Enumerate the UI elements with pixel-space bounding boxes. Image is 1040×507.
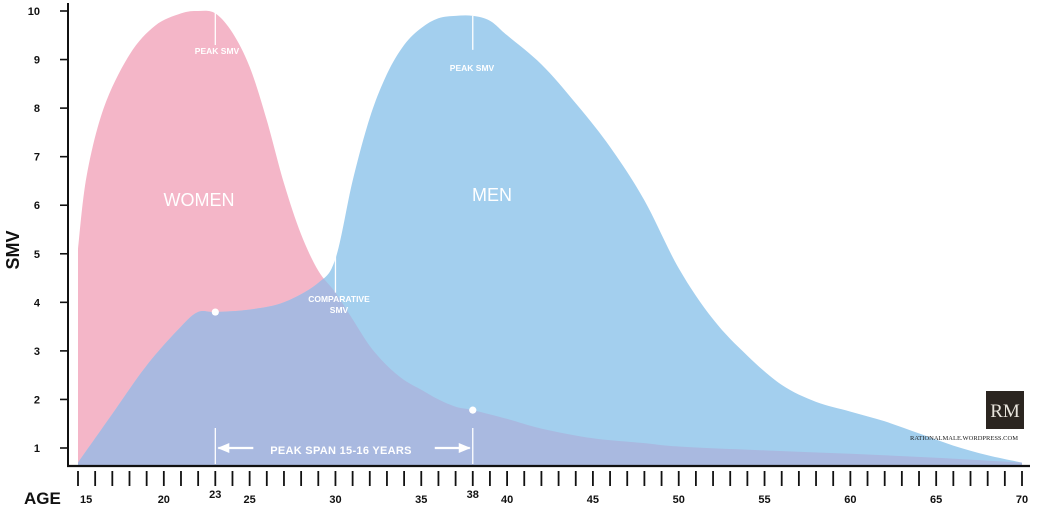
y-tick-label-5: 5 [34,249,40,261]
watermark: RM RATIONALMALE.WORDPRESS.COM [910,391,1024,442]
peak-label-women: PEAK SMV [195,46,240,56]
women-label: WOMEN [164,190,235,210]
x-axis-title: AGE [24,489,61,507]
x-tick-label-38: 38 [467,489,479,501]
comparative-label-line2: SMV [330,305,349,315]
x-tick-label-15: 15 [80,494,92,506]
span-label: PEAK SPAN 15-16 YEARS [270,445,412,457]
watermark-logo: RM [990,401,1020,422]
y-tick-label-1: 1 [34,443,40,455]
x-tick-label-30: 30 [329,494,341,506]
y-tick-label-10: 10 [28,6,40,18]
marker-1 [211,308,219,316]
x-tick-label-70: 70 [1016,494,1028,506]
y-tick-label-4: 4 [34,297,41,309]
chart-overlays [211,11,477,464]
y-axis-title: SMV [3,230,23,269]
marker-2 [469,406,477,414]
y-tick-label-2: 2 [34,394,40,406]
x-tick-label-40: 40 [501,494,513,506]
peak-label-men: PEAK SMV [450,63,495,73]
span-arrow-right-head [458,443,471,453]
chart-areas [78,10,1022,466]
x-tick-label-35: 35 [415,494,427,506]
x-tick-label-25: 25 [244,494,256,506]
x-tick-label-50: 50 [673,494,685,506]
x-tick-label-20: 20 [158,494,170,506]
y-tick-label-9: 9 [34,55,40,67]
x-tick-label-45: 45 [587,494,599,506]
x-tick-label-23: 23 [209,489,221,501]
y-tick-label-7: 7 [34,152,40,164]
y-tick-label-3: 3 [34,346,40,358]
x-tick-label-60: 60 [844,494,856,506]
y-tick-label-8: 8 [34,103,40,115]
watermark-site: RATIONALMALE.WORDPRESS.COM [910,435,1018,442]
watermark-logo-box [986,391,1024,429]
comparative-label-line1: COMPARATIVE [308,294,370,304]
men-label: MEN [472,185,512,205]
x-tick-label-55: 55 [758,494,770,506]
x-tick-label-65: 65 [930,494,942,506]
y-tick-label-6: 6 [34,200,40,212]
span-arrow-left-head [217,443,230,453]
